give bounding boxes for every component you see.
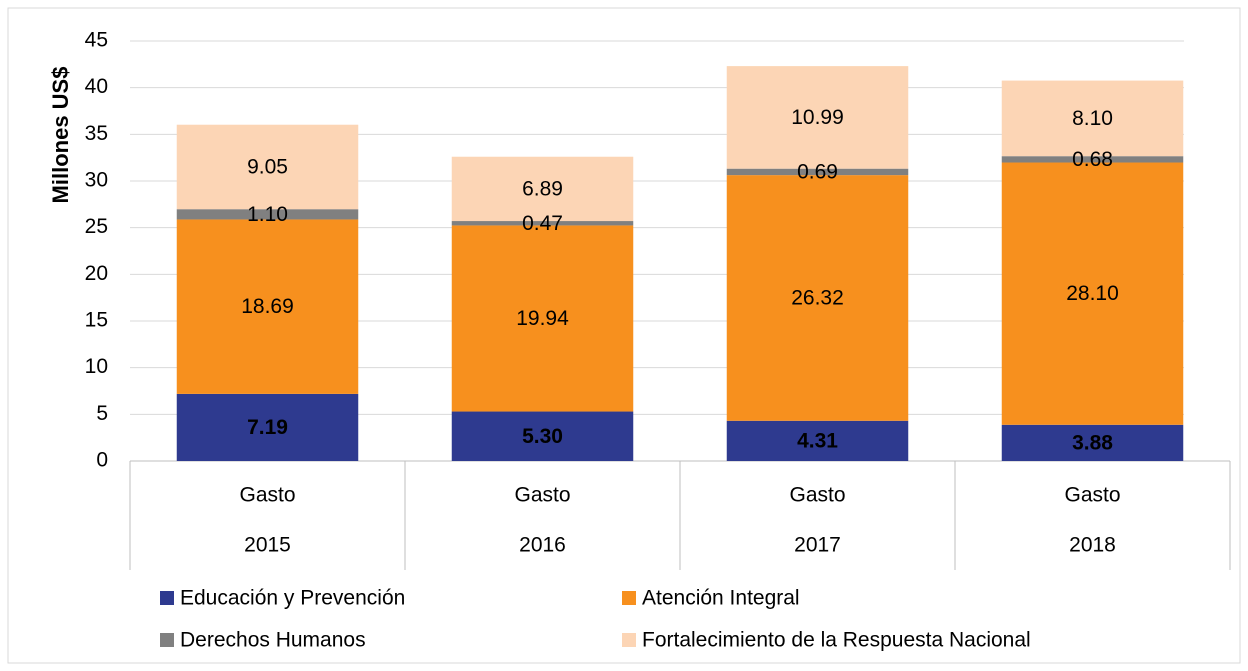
legend-swatch — [160, 591, 174, 605]
y-axis-title: Millones US$ — [48, 67, 73, 204]
y-tick-label: 0 — [96, 449, 108, 472]
legend-label: Fortalecimiento de la Respuesta Nacional — [642, 629, 1031, 652]
bar-segment — [451, 411, 634, 461]
bar-segment — [1001, 424, 1184, 461]
bar-segment — [1001, 156, 1184, 163]
bar-segment — [726, 175, 909, 421]
x-tick-label: Gasto — [789, 484, 845, 507]
x-tick-label: 2018 — [1069, 534, 1116, 557]
y-tick-label: 35 — [85, 122, 108, 145]
bar-segment — [726, 168, 909, 176]
x-tick-label: 2016 — [519, 534, 566, 557]
data-label: 4.31 — [797, 429, 838, 452]
data-label: 26.32 — [791, 286, 844, 309]
data-label: 10.99 — [791, 106, 844, 129]
bar-segment — [726, 66, 909, 169]
legend-swatch — [160, 633, 174, 647]
bar-segment — [176, 393, 359, 461]
bar-segment — [1001, 162, 1184, 425]
data-label: 0.69 — [797, 160, 838, 183]
data-label: 5.30 — [522, 425, 563, 448]
data-label: 0.68 — [1072, 148, 1113, 171]
legend-swatch — [622, 633, 636, 647]
legend-swatch — [622, 591, 636, 605]
x-tick-label: Gasto — [514, 484, 570, 507]
y-tick-label: 45 — [85, 29, 108, 52]
y-tick-label: 40 — [85, 75, 108, 98]
data-label: 9.05 — [247, 156, 288, 179]
bar-segment — [176, 209, 359, 220]
legend-label: Atención Integral — [642, 587, 800, 610]
bar-segment — [176, 124, 359, 210]
data-label: 0.47 — [522, 212, 563, 235]
legend-label: Educación y Prevención — [180, 587, 405, 610]
x-tick-label: 2015 — [244, 534, 291, 557]
x-tick-label: 2017 — [794, 534, 841, 557]
bar-segment — [1001, 80, 1184, 157]
data-label: 18.69 — [241, 295, 294, 318]
y-tick-label: 30 — [85, 169, 108, 192]
y-tick-label: 15 — [85, 309, 108, 332]
bar-segment — [451, 156, 634, 222]
data-label: 6.89 — [522, 177, 563, 200]
data-label: 7.19 — [247, 416, 288, 439]
bar-segment — [451, 225, 634, 412]
x-tick-label: Gasto — [239, 484, 295, 507]
data-label: 1.10 — [247, 203, 288, 226]
data-label: 19.94 — [516, 307, 569, 330]
data-label: 3.88 — [1072, 431, 1113, 454]
data-label: 8.10 — [1072, 107, 1113, 130]
y-tick-label: 10 — [85, 355, 108, 378]
data-label: 28.10 — [1066, 282, 1119, 305]
bar-segment — [726, 420, 909, 461]
y-tick-label: 5 — [96, 402, 108, 425]
y-tick-label: 25 — [85, 215, 108, 238]
bar-segment — [176, 219, 359, 394]
bar-segment — [451, 221, 634, 226]
legend-label: Derechos Humanos — [180, 629, 366, 652]
y-tick-label: 20 — [85, 262, 108, 285]
x-tick-label: Gasto — [1064, 484, 1120, 507]
